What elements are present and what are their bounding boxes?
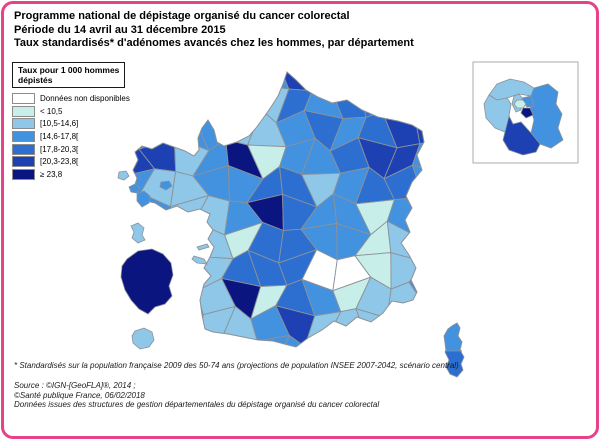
department-cell (166, 250, 208, 292)
department-cell (386, 304, 424, 339)
idf-paris (513, 99, 527, 109)
legend-item: [17,8-20,3[ (12, 143, 130, 156)
department-cell (273, 334, 313, 347)
legend-items: Données non disponibles < 10,5 [10,5-14,6]… (12, 92, 130, 181)
department-cell (409, 195, 424, 234)
legend-title-line-1: Taux pour 1 000 hommes (18, 65, 120, 75)
legend-label: [20,3-23,8[ (40, 157, 79, 167)
legend-item: [10,5-14,6] (12, 117, 130, 130)
department-cell (409, 304, 424, 346)
source-block: Source : ©IGN-[GeoFLA]®, 2014 ; ©Santé p… (14, 381, 379, 410)
reunion (131, 327, 155, 350)
department-cell (361, 72, 399, 96)
department-cell (381, 72, 421, 93)
department-cell (167, 72, 208, 94)
department-cell (327, 72, 363, 96)
ile-de-re (196, 243, 210, 251)
department-cell (165, 312, 204, 347)
legend-item: ≥ 23,8 (12, 168, 130, 181)
ile-oleron (191, 255, 208, 265)
legend-item: [20,3-23,8[ (12, 155, 130, 168)
department-cell (138, 72, 179, 94)
department-cell (138, 112, 175, 150)
department-cell (166, 220, 208, 258)
department-cell (355, 307, 396, 346)
legend-swatch (12, 143, 35, 155)
legend-label: ≥ 23,8 (40, 169, 63, 179)
legend-swatch (12, 92, 35, 104)
idf-val-de-marne (520, 107, 534, 119)
legend-label: Données non disponibles (40, 93, 130, 103)
legend-title-line-2: dépistés (18, 75, 53, 85)
ouessant (117, 170, 130, 181)
legend-label: [10,5-14,6] (40, 119, 79, 129)
legend-swatch (12, 156, 35, 168)
department-cell (133, 108, 156, 150)
map-title: Programme national de dépistage organisé… (14, 10, 414, 51)
department-cell (411, 164, 424, 207)
legend-label: [17,8-20,3[ (40, 144, 79, 154)
guadeloupe (128, 183, 141, 194)
department-cell (307, 72, 345, 92)
department-cell (415, 108, 424, 145)
idf-seine-et-marne (529, 83, 564, 149)
legend-swatch (12, 118, 35, 130)
idf-essonne (502, 114, 541, 156)
title-line-3: Taux standardisés* d'adénomes avancés ch… (14, 37, 414, 49)
standardization-footnote: * Standardisés sur la population françai… (14, 361, 459, 370)
department-cell (381, 81, 417, 124)
legend-title-box: Taux pour 1 000 hommes dépistés (12, 62, 126, 88)
idf-inset (472, 61, 579, 164)
source-line-3: Données issues des structures de gestion… (14, 400, 380, 409)
legend-label: [14,6-17,8[ (40, 131, 79, 141)
title-line-1: Programme national de dépistage organisé… (14, 10, 350, 22)
legend-item: [14,6-17,8[ (12, 130, 130, 143)
department-cell (273, 72, 313, 92)
france-departments (133, 72, 424, 347)
map-legend: Taux pour 1 000 hommes dépistés Données … (12, 62, 130, 181)
source-line-1: Source : ©IGN-[GeoFLA]®, 2014 ; (14, 381, 136, 390)
legend-item: Données non disponibles (12, 92, 130, 105)
department-cell (195, 72, 236, 96)
legend-swatch (12, 168, 35, 180)
martinique (130, 222, 146, 244)
department-cell (133, 72, 155, 87)
source-line-2: ©Santé publique France, 06/02/2018 (14, 390, 145, 400)
haute-corse (443, 322, 463, 352)
legend-label: < 10,5 (40, 106, 63, 116)
legend-swatch (12, 130, 35, 142)
department-cell (415, 87, 424, 124)
department-cell (193, 80, 233, 121)
guyane (120, 248, 174, 315)
department-cell (409, 225, 424, 263)
belle-ile (159, 180, 173, 191)
department-cell (133, 85, 156, 123)
france-outline (132, 71, 425, 348)
legend-swatch (12, 105, 35, 117)
department-cell (221, 72, 259, 96)
legend-item: < 10,5 (12, 105, 130, 118)
guadeloupe (136, 190, 151, 208)
title-line-2: Période du 14 avril au 31 décembre 2015 (14, 23, 226, 36)
department-cell (415, 72, 424, 93)
department-cell (138, 85, 179, 123)
department-cell (221, 82, 262, 121)
department-cell (171, 80, 209, 117)
